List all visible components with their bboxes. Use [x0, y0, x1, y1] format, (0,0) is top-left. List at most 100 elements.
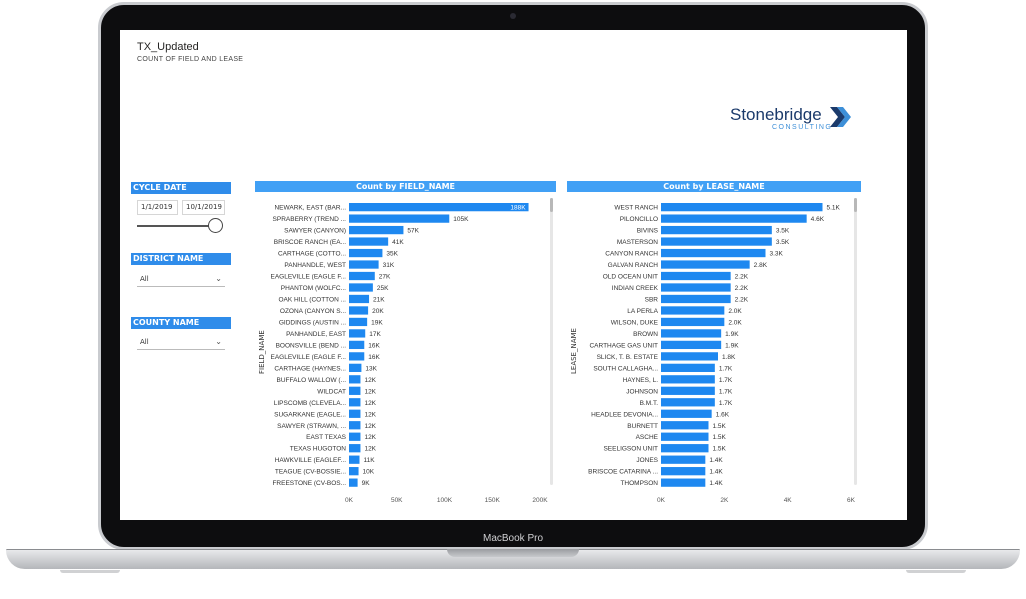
bar [661, 237, 772, 246]
bar [349, 386, 361, 395]
data-label: 12K [364, 388, 376, 395]
field-chart-title: Count by FIELD_NAME [255, 181, 556, 192]
category-label: NEWARK, EAST (BAR... [274, 205, 346, 212]
logo-name: Stonebridge [730, 105, 822, 124]
lease-chart-title: Count by LEASE_NAME [567, 181, 861, 192]
category-label: CANYON RANCH [605, 251, 658, 258]
category-label: ASCHE [636, 434, 659, 441]
bar [661, 444, 709, 453]
bar [661, 409, 712, 418]
category-label: B.M.T. [640, 400, 659, 407]
category-label: SEELIGSON UNIT [603, 446, 658, 453]
category-label: SAWYER (STRAWN, ... [277, 423, 346, 430]
bar [349, 237, 389, 246]
scrollbar-track [854, 198, 857, 485]
category-label: PILONCILLO [620, 216, 658, 223]
bar [661, 214, 807, 223]
category-label: BRISCOE RANCH (EA... [274, 239, 346, 246]
data-label: 1.8K [722, 354, 736, 361]
data-label: 1.5K [713, 434, 727, 441]
chevron-down-icon: ⌄ [215, 337, 222, 346]
data-label: 31K [383, 262, 395, 269]
laptop-foot-right [906, 570, 966, 573]
bar [661, 421, 709, 430]
category-label: FREESTONE (CV-BOS... [272, 480, 346, 487]
end-date-input[interactable]: 10/1/2019 [182, 200, 225, 215]
category-label: HEADLEE DEVONIA... [591, 411, 658, 418]
category-label: HAYNES, L. [623, 377, 658, 384]
bar [349, 260, 379, 269]
category-label: SUGARKANE (EAGLE... [274, 411, 346, 418]
category-label: MASTERSON [617, 239, 658, 246]
category-label: INDIAN CREEK [612, 285, 659, 292]
county-dropdown-value: All [140, 338, 149, 346]
category-label: BRISCOE CATARINA ... [588, 469, 658, 476]
x-tick-label: 100K [437, 497, 453, 504]
x-tick-label: 2K [720, 497, 729, 504]
category-label: OZONA (CANYON S... [280, 308, 346, 315]
data-label: 20K [372, 308, 384, 315]
category-label: WEST RANCH [614, 205, 658, 212]
data-label: 10K [363, 469, 375, 476]
data-label: 1.6K [716, 411, 730, 418]
category-label: BURNETT [627, 423, 658, 430]
logo-tagline: CONSULTING [772, 124, 833, 131]
start-date-input[interactable]: 1/1/2019 [137, 200, 178, 215]
bar [661, 283, 731, 292]
data-label: 3.5K [776, 239, 790, 246]
bar [349, 294, 370, 304]
district-slicer-header: DISTRICT NAME [131, 253, 231, 265]
laptop-notch [447, 549, 579, 557]
data-label: 4.6K [811, 216, 825, 223]
x-tick-label: 0K [345, 497, 354, 504]
bar [661, 329, 722, 338]
scrollbar-thumb [854, 198, 857, 212]
category-label: HAWKVILLE (EAGLEF... [275, 457, 346, 464]
date-slider-handle[interactable] [208, 218, 223, 233]
data-label: 57K [407, 228, 419, 235]
data-label: 3.5K [776, 228, 790, 235]
data-label: 25K [377, 285, 389, 292]
data-label: 1.7K [719, 388, 733, 395]
bar [661, 306, 725, 315]
category-label: BUFFALO WALLOW (... [277, 377, 347, 384]
category-label: EAGLEVILLE (EAGLE F... [270, 354, 346, 361]
bar [661, 386, 715, 395]
date-range-slider[interactable] [137, 225, 217, 227]
data-label: 35K [386, 251, 398, 258]
x-tick-label: 4K [784, 497, 793, 504]
bar [661, 398, 715, 407]
x-tick-label: 0K [657, 497, 666, 504]
bar [661, 271, 731, 281]
category-label: JOHNSON [626, 388, 658, 395]
bar [349, 455, 360, 464]
data-label: 1.7K [719, 400, 733, 407]
bar [349, 340, 365, 350]
category-label: TEAGUE (CV-BOSSIE... [275, 469, 346, 476]
report-subtitle: COUNT OF FIELD AND LEASE [137, 56, 244, 63]
data-label: 5.1K [827, 205, 841, 212]
data-label: 2.2K [735, 274, 749, 281]
district-dropdown[interactable]: All ⌄ [137, 272, 225, 287]
bar [661, 352, 718, 361]
bar [661, 294, 731, 304]
data-label: 1.7K [719, 377, 733, 384]
bar [349, 271, 375, 281]
category-label: BOONSVILLE (BEND ... [276, 342, 347, 349]
category-label: PHANTOM (WOLFC... [281, 285, 346, 292]
data-label: 3.3K [770, 251, 784, 258]
category-label: JONES [636, 457, 658, 464]
data-label: 41K [392, 239, 404, 246]
bar [349, 214, 450, 223]
county-dropdown[interactable]: All ⌄ [137, 335, 225, 350]
category-label: CARTHAGE (HAYNES... [274, 365, 346, 372]
category-label: OAK HILL (COTTON ... [278, 296, 346, 303]
category-label: SPRABERRY (TREND ... [273, 216, 347, 223]
data-label: 188K [510, 205, 526, 212]
category-label: PANHANDLE, EAST [286, 331, 346, 338]
bar [661, 203, 823, 212]
category-label: BIVINS [637, 228, 659, 235]
category-label: LIPSCOMB (CLEVELA... [274, 400, 346, 407]
chevron-logo-icon [830, 107, 851, 127]
bar [661, 467, 706, 476]
